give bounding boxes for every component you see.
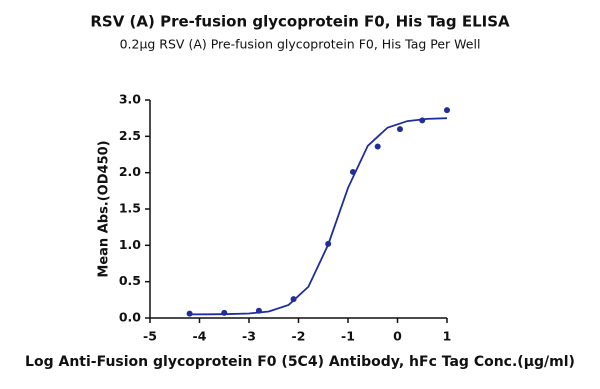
x-tick-label: -5 [143, 329, 157, 344]
y-tick-label: 1.5 [119, 201, 141, 216]
y-tick-label: 2.0 [119, 164, 141, 179]
data-point [419, 117, 426, 124]
data-point [290, 296, 297, 303]
x-axis-label: Log Anti-Fusion glycoprotein F0 (5C4) An… [25, 354, 575, 370]
fit-curve [189, 117, 448, 316]
chart-title: RSV (A) Pre-fusion glycoprotein F0, His … [90, 13, 510, 31]
y-tick-label: 1.0 [119, 237, 141, 252]
x-tick-label: 1 [443, 329, 452, 344]
x-tick-label: -2 [292, 329, 306, 344]
data-point [444, 107, 450, 114]
y-tick-label: 3.0 [119, 92, 141, 107]
y-tick-label: 0.5 [119, 273, 141, 288]
data-point [221, 309, 228, 316]
x-tick-label: -3 [242, 329, 256, 344]
data-point [396, 126, 403, 133]
data-point [255, 307, 262, 314]
y-axis-label: Mean Abs.(OD450) [97, 140, 112, 277]
x-tick-label: -1 [341, 329, 355, 344]
x-tick-label: -4 [193, 329, 207, 344]
data-point [186, 310, 193, 317]
chart-subtitle: 0.2μg RSV (A) Pre-fusion glycoprotein F0… [120, 37, 481, 52]
y-tick-label: 2.5 [119, 128, 141, 143]
y-tick-label: 0.0 [119, 310, 141, 325]
data-point [349, 168, 356, 175]
x-tick-label: 0 [393, 329, 402, 344]
data-point [374, 143, 381, 150]
data-point [325, 240, 332, 247]
